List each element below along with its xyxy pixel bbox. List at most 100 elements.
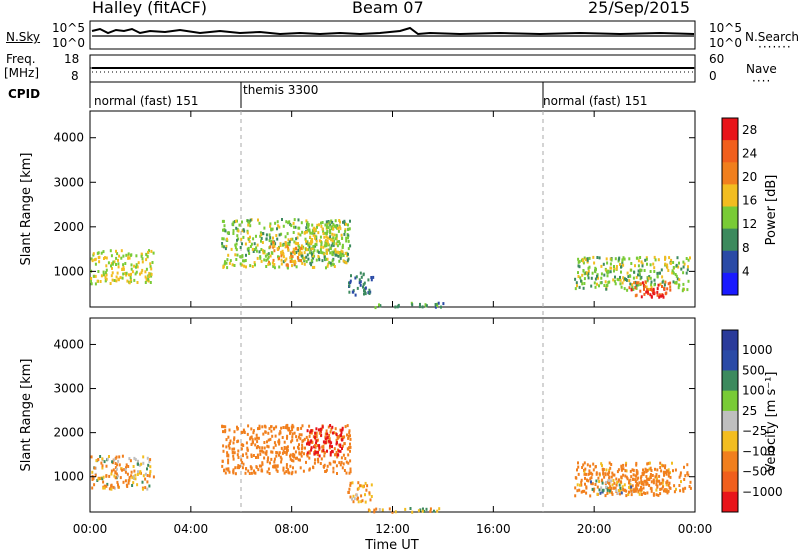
power-cell bbox=[593, 281, 596, 285]
velocity-cell bbox=[319, 462, 322, 465]
power-cell bbox=[311, 223, 314, 227]
power-cell bbox=[322, 245, 325, 249]
velocity-cell bbox=[255, 465, 258, 469]
power-cell bbox=[582, 286, 585, 290]
velocity-cell bbox=[335, 433, 338, 437]
power-cell bbox=[349, 219, 351, 223]
velocity-cell bbox=[672, 469, 674, 473]
power-cell bbox=[592, 255, 595, 259]
power-cell bbox=[243, 259, 246, 263]
velocity-cell bbox=[146, 474, 149, 477]
power-cell bbox=[329, 261, 332, 265]
cpid-label: CPID bbox=[8, 87, 41, 101]
power-cell bbox=[600, 264, 603, 268]
power-cell bbox=[374, 306, 377, 310]
velocity-cell bbox=[296, 438, 299, 442]
velocity-cell bbox=[310, 446, 313, 450]
velocity-cell bbox=[635, 474, 637, 478]
velocity-cell bbox=[364, 481, 367, 485]
power-cell bbox=[280, 254, 283, 258]
velocity-colorbar-label: Velocity [m s⁻¹] bbox=[764, 372, 779, 473]
power-cell bbox=[323, 255, 326, 259]
power-cell bbox=[615, 265, 618, 268]
velocity-cell bbox=[650, 469, 653, 472]
velocity-cell bbox=[229, 439, 232, 443]
velocity-cell bbox=[639, 488, 642, 492]
velocity-cell bbox=[593, 487, 596, 491]
power-cell bbox=[345, 222, 347, 226]
power-cell bbox=[111, 278, 114, 282]
velocity-cell bbox=[348, 471, 351, 475]
power-cell bbox=[330, 238, 333, 242]
velocity-cell bbox=[269, 461, 271, 465]
colorbar-swatch bbox=[722, 330, 738, 351]
velocity-cell bbox=[261, 425, 264, 429]
power-cell bbox=[617, 278, 620, 282]
power-cell bbox=[676, 256, 679, 260]
power-cell bbox=[231, 263, 234, 267]
velocity-cell bbox=[309, 430, 312, 434]
velocity-cell bbox=[349, 449, 351, 453]
power-cell bbox=[147, 250, 150, 254]
power-cell bbox=[629, 274, 632, 278]
velocity-cell bbox=[667, 471, 670, 475]
power-cell bbox=[636, 256, 639, 260]
velocity-cell bbox=[640, 485, 642, 489]
velocity-cell bbox=[589, 494, 592, 498]
power-cell bbox=[282, 255, 285, 259]
power-cell bbox=[226, 237, 228, 241]
velocity-cell bbox=[330, 427, 333, 431]
velocity-cell bbox=[600, 462, 603, 466]
velocity-cell bbox=[108, 455, 110, 458]
power-cell bbox=[145, 253, 148, 256]
power-cell bbox=[418, 305, 421, 309]
velocity-cell bbox=[423, 509, 425, 513]
power-cell bbox=[634, 286, 637, 290]
power-cell bbox=[656, 293, 659, 297]
power-cell bbox=[297, 242, 299, 245]
velocity-cell bbox=[327, 439, 330, 443]
velocity-cell bbox=[364, 493, 366, 497]
velocity-cell bbox=[333, 447, 336, 451]
velocity-cell bbox=[112, 468, 115, 472]
velocity-cell bbox=[577, 465, 580, 469]
velocity-cell bbox=[293, 455, 295, 459]
velocity-cell bbox=[93, 466, 96, 470]
power-cell bbox=[223, 262, 226, 266]
power-cell bbox=[342, 220, 344, 224]
power-cell bbox=[146, 254, 149, 258]
power-cell bbox=[316, 223, 319, 227]
velocity-cell bbox=[642, 486, 645, 490]
velocity-cell bbox=[302, 469, 305, 473]
velocity-cell bbox=[124, 470, 127, 474]
velocity-cell bbox=[669, 471, 671, 475]
power-cell bbox=[645, 256, 648, 260]
power-cell bbox=[222, 245, 225, 249]
velocity-cell bbox=[264, 425, 267, 429]
power-cell bbox=[335, 253, 338, 257]
velocity-cell bbox=[665, 483, 668, 487]
power-cell bbox=[666, 266, 669, 270]
velocity-cell bbox=[341, 428, 344, 432]
power-scatter bbox=[90, 218, 691, 310]
power-cell bbox=[248, 240, 251, 243]
velocity-cell bbox=[678, 484, 681, 487]
power-cell bbox=[303, 256, 306, 260]
power-cell bbox=[440, 305, 442, 309]
power-cell bbox=[594, 277, 597, 281]
power-cell bbox=[234, 246, 237, 250]
power-cell bbox=[92, 274, 95, 278]
power-cell bbox=[125, 273, 128, 277]
power-cell bbox=[308, 245, 311, 249]
velocity-cell bbox=[305, 435, 308, 439]
power-cell bbox=[93, 258, 96, 262]
velocity-cell bbox=[315, 427, 318, 431]
velocity-cell bbox=[110, 469, 113, 473]
power-cell bbox=[249, 235, 251, 239]
velocity-cell bbox=[96, 479, 99, 482]
power-cell bbox=[595, 267, 597, 271]
power-cell bbox=[105, 268, 108, 272]
power-cell bbox=[662, 295, 665, 299]
velocity-cell bbox=[637, 489, 640, 493]
velocity-cell bbox=[310, 431, 313, 435]
